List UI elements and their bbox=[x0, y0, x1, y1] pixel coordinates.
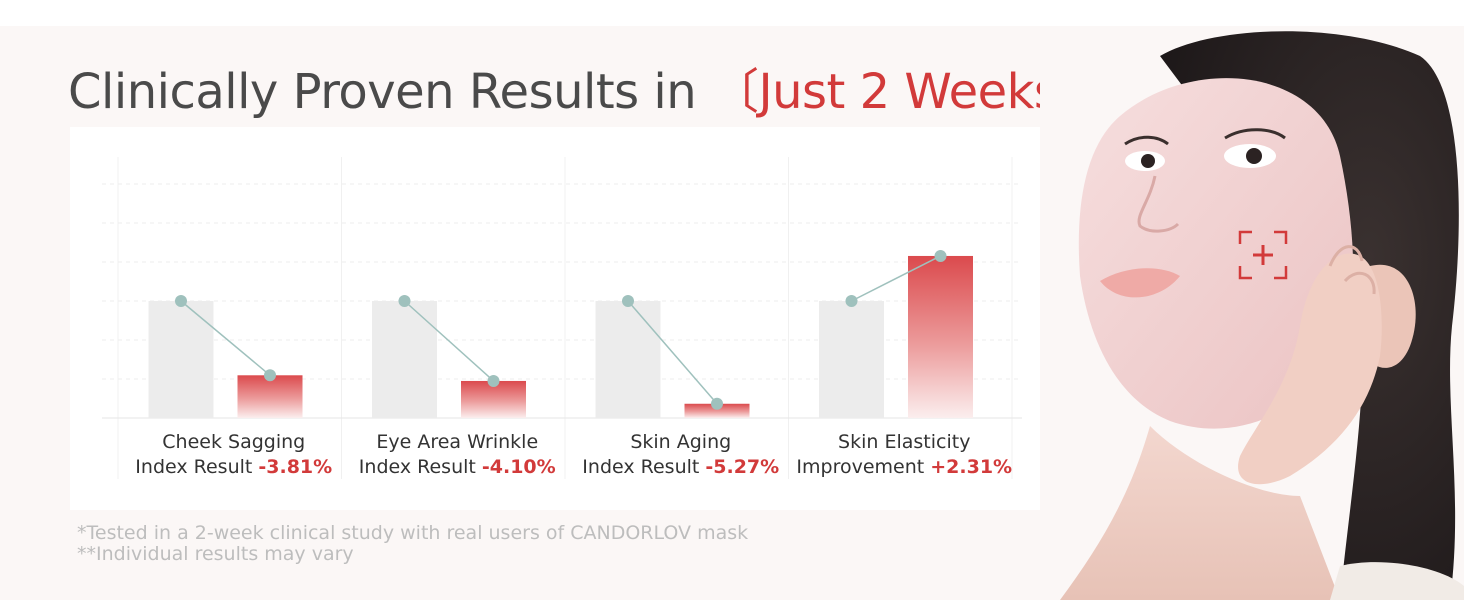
headline-prefix: Clinically Proven Results in bbox=[68, 64, 711, 120]
shirt-collar bbox=[1330, 562, 1464, 600]
hand bbox=[1238, 253, 1382, 485]
point-before bbox=[175, 295, 187, 307]
bar-before bbox=[595, 301, 661, 418]
category-sublabel: Index Result -4.10% bbox=[359, 456, 556, 478]
target-plus-icon bbox=[1238, 230, 1288, 280]
category-label: Skin Aging bbox=[630, 431, 731, 453]
point-after bbox=[264, 369, 276, 382]
result-value: -3.81% bbox=[258, 456, 332, 478]
result-value: +2.31% bbox=[930, 456, 1012, 478]
category-label: Skin Elasticity bbox=[838, 431, 970, 453]
category-sublabel: Improvement +2.31% bbox=[796, 456, 1012, 478]
model-photo bbox=[1040, 26, 1464, 600]
bar-after bbox=[908, 255, 973, 418]
trend-line bbox=[627, 300, 718, 405]
point-before bbox=[845, 295, 858, 307]
point-after bbox=[934, 249, 947, 262]
bar-after bbox=[237, 375, 303, 418]
hair bbox=[1160, 31, 1459, 600]
point-after bbox=[711, 397, 723, 410]
point-before bbox=[622, 295, 634, 307]
footnote-study: *Tested in a 2-week clinical study with … bbox=[77, 522, 749, 544]
results-card: Cheek Sagging Index Result -3.81% Eye Area… bbox=[70, 127, 1052, 510]
neck bbox=[1060, 426, 1340, 600]
bar-before bbox=[372, 301, 437, 418]
bar-after bbox=[461, 380, 526, 418]
point-before bbox=[398, 295, 411, 307]
category-label: Eye Area Wrinkle bbox=[376, 431, 538, 453]
bar-before bbox=[819, 301, 884, 418]
trend-line bbox=[180, 300, 271, 376]
bar-before bbox=[148, 301, 214, 418]
category-label: Cheek Sagging bbox=[162, 431, 305, 453]
footnote-disclaimer: **Individual results may vary bbox=[77, 543, 354, 565]
result-value: -4.10% bbox=[482, 456, 556, 478]
headline: Clinically Proven Results in 〔Just 2 Wee… bbox=[68, 52, 1106, 122]
lips bbox=[1100, 268, 1180, 298]
trend-line bbox=[851, 255, 941, 302]
trend-line bbox=[403, 300, 495, 382]
bar-after bbox=[684, 403, 750, 418]
result-value: -5.27% bbox=[705, 456, 779, 478]
category-sublabel: Index Result -5.27% bbox=[582, 456, 779, 478]
results-chart: Cheek Sagging Index Result -3.81% Eye Area… bbox=[102, 157, 1022, 479]
point-after bbox=[487, 374, 500, 387]
category-sublabel: Index Result -3.81% bbox=[135, 456, 332, 478]
